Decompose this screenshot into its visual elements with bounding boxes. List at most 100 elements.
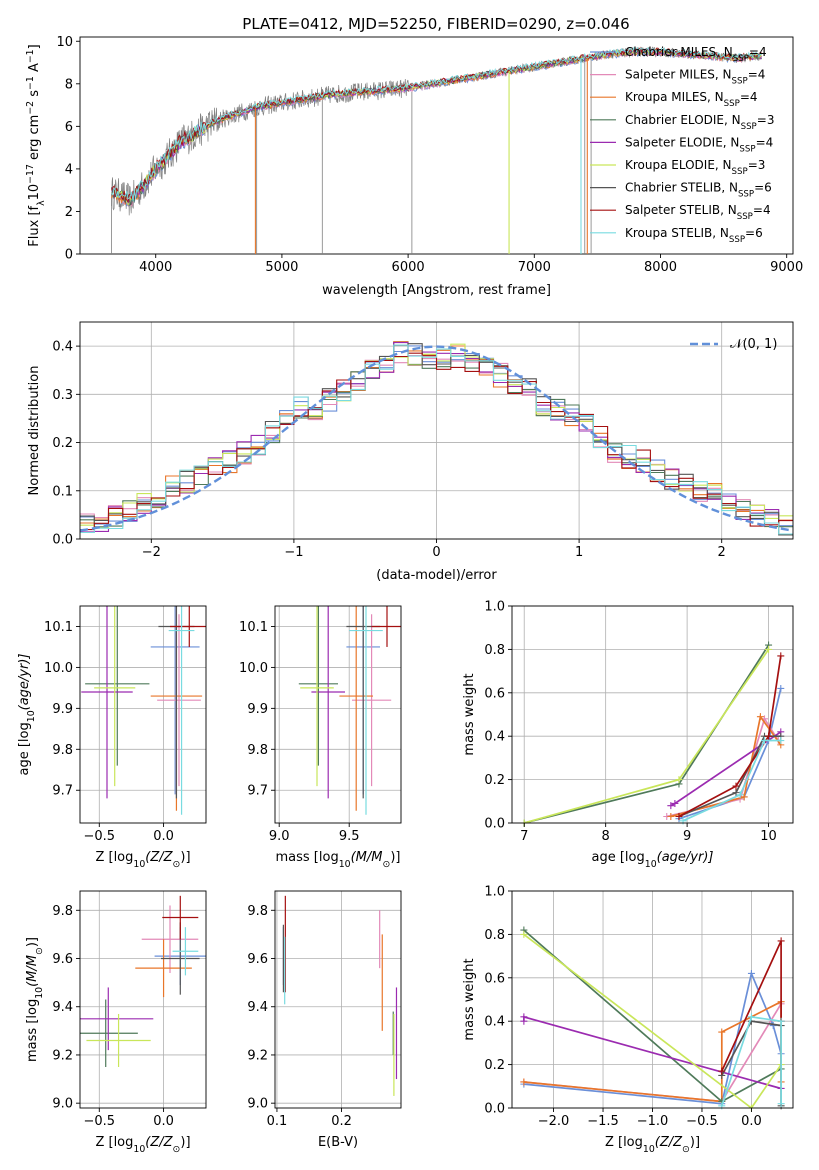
mass-weight-vs-age-marker [765, 645, 773, 653]
mass-weight-vs-Z-series-line [720, 1015, 782, 1107]
residuals-x-tick-label: 0 [432, 545, 440, 560]
age-vs-mass-y-tick-label: 10.1 [239, 620, 268, 635]
residuals-x-tick-label: 1 [575, 545, 583, 560]
mass-weight-vs-Z-x-tick-label: −1.5 [587, 1114, 619, 1129]
mass-weight-vs-Z-marker [747, 969, 755, 977]
mass-weight-vs-age-marker [765, 732, 773, 740]
legend-label: Chabrier ELODIE, NSSP=3 [625, 113, 774, 132]
spectrum-x-tick-label: 9000 [770, 260, 803, 275]
mass-weight-vs-Z-y-tick-label: 1.0 [484, 885, 505, 900]
mass-weight-vs-Z-marker [777, 937, 785, 945]
spectrum-x-tick-label: 4000 [139, 260, 172, 275]
residual-histogram-step [80, 344, 793, 535]
mass-weight-vs-Z-y-tick-label: 0.0 [484, 1102, 505, 1117]
mass-weight-vs-Z-marker [520, 1013, 528, 1021]
mass-weight-vs-age-y-label: mass weight [462, 673, 477, 755]
mass-weight-vs-age-series-line [670, 714, 782, 818]
mass-weight-vs-Z-y-tick-label: 0.4 [484, 1015, 505, 1030]
mass-vs-EBV-y-tick-label: 9.6 [247, 952, 268, 967]
age-vs-mass-y-tick-label: 9.8 [247, 743, 268, 758]
mass-weight-vs-Z-x-tick-label: −0.5 [686, 1114, 718, 1129]
mass-weight-vs-age-frame [511, 605, 794, 824]
mass-weight-vs-Z-x-tick-label: −2.0 [538, 1114, 570, 1129]
mass-weight-vs-Z-x-label: Z [log10(Z/Z⊙)] [605, 1135, 700, 1155]
mass-weight-vs-Z-marker [777, 1017, 785, 1025]
age-vs-mass-frame [274, 605, 402, 824]
residuals-axes: −2 −1 0 1 2 0.0 0.1 0.2 0.3 0.4 𝒩(0, 1) (data-model… [27, 321, 794, 583]
mass-weight-vs-age-y-tick-label: 0.0 [484, 817, 505, 832]
mass-weight-vs-Z-y-label: mass weight [462, 958, 477, 1040]
mass-weight-vs-age-x-tick-label: 7 [520, 829, 528, 844]
mass-weight-vs-age-marker [732, 782, 740, 790]
mass-vs-Z-x-label: Z [log10(Z/Z⊙)] [95, 1135, 190, 1155]
residuals-y-tick-label: 0.0 [52, 533, 73, 548]
spectrum-axes: 4000 5000 6000 7000 8000 9000 0 2 4 6 8 10 wavelengt… [25, 35, 804, 298]
legend-label: Salpeter ELODIE, NSSP=4 [625, 135, 773, 154]
legend-label: Salpeter STELIB, NSSP=4 [625, 203, 771, 222]
age-vs-Z-frame [79, 605, 207, 824]
spectrum-y-tick-label: 0 [65, 248, 73, 263]
spectrum-y-tick-label: 8 [65, 77, 73, 92]
mass-weight-vs-age-marker [667, 812, 675, 820]
mass-weight-vs-Z-marker [520, 1078, 528, 1086]
spectrum-y-label: Flux [fλ10−17 erg cm−2 s−1 A−1] [25, 44, 47, 246]
age-vs-mass-axes: 9.0 9.5 9.7 9.8 9.9 10.0 10.1 mass [log10(M/M⊙)… [239, 605, 402, 870]
age-vs-Z-x-tick-label: 0.0 [153, 829, 174, 844]
mass-weight-vs-Z-y-tick-label: 0.2 [484, 1058, 505, 1073]
mass-weight-vs-age-x-tick-label: 10 [760, 829, 777, 844]
mass-weight-vs-Z-marker [520, 930, 528, 938]
mass-weight-vs-age-x-tick-label: 8 [602, 829, 610, 844]
mass-vs-Z-y-tick-label: 9.2 [52, 1048, 73, 1063]
mass-weight-vs-age-y-tick-label: 0.2 [484, 773, 505, 788]
age-vs-mass-y-tick-label: 10.0 [239, 661, 268, 676]
mass-weight-vs-Z-marker [718, 1028, 726, 1036]
mass-weight-vs-age-marker [732, 789, 740, 797]
mass-weight-vs-age-marker [756, 713, 764, 721]
mass-weight-vs-age-y-tick-label: 1.0 [484, 600, 505, 615]
spectrum-x-tick-label: 8000 [644, 260, 677, 275]
mass-weight-vs-age-series-line [682, 739, 781, 822]
legend-label: Kroupa ELODIE, NSSP=3 [625, 158, 765, 177]
legend-label: Kroupa MILES, NSSP=4 [625, 90, 758, 109]
mass-weight-vs-Z-marker [747, 1013, 755, 1021]
spectrum-y-tick-label: 10 [56, 35, 73, 50]
residuals-y-label: Normed distribution [27, 366, 42, 496]
model-fit-line [111, 46, 762, 202]
mass-weight-vs-age-marker [760, 737, 768, 745]
mass-weight-vs-Z-axes: −2.0 −1.5 −1.0 −0.5 0.0 0.0 0.2 0.4 0.6 0.8 1.0 mas… [462, 885, 794, 1155]
mass-weight-vs-age-series-line [666, 716, 780, 818]
age-vs-mass-y-tick-label: 9.9 [247, 702, 268, 717]
mass-weight-vs-age-marker [671, 799, 679, 807]
mass-vs-Z-y-tick-label: 9.0 [52, 1097, 73, 1112]
spectrum-y-tick-label: 2 [65, 205, 73, 220]
mass-weight-vs-Z-x-tick-label: 0.0 [741, 1114, 762, 1129]
mass-vs-Z-frame [79, 890, 207, 1109]
mass-vs-EBV-y-tick-label: 9.2 [247, 1048, 268, 1063]
spectrum-y-tick-label: 4 [65, 162, 73, 177]
mass-vs-EBV-x-tick-label: 0.2 [331, 1114, 352, 1129]
mass-vs-Z-axes: −0.5 0.0 9.0 9.2 9.4 9.6 9.8 Z [log10(Z/Z⊙)] mas… [25, 890, 207, 1155]
mass-weight-vs-age-x-tick-label: 9 [683, 829, 691, 844]
legend-label: Salpeter MILES, NSSP=4 [625, 68, 765, 87]
mass-vs-EBV-frame [274, 890, 402, 1109]
gaussian-curve [80, 345, 791, 532]
mass-weight-vs-age-marker [675, 776, 683, 784]
residuals-x-tick-label: −2 [142, 545, 161, 560]
spectrum-frame [79, 36, 794, 255]
mass-weight-vs-Z-x-tick-label: −1.0 [637, 1114, 669, 1129]
mass-vs-EBV-y-tick-label: 9.0 [247, 1097, 268, 1112]
residuals-y-tick-label: 0.1 [52, 484, 73, 499]
age-vs-mass-x-tick-label: 9.5 [339, 829, 360, 844]
mass-vs-EBV-y-tick-label: 9.8 [247, 904, 268, 919]
mass-vs-Z-y-label: mass [log10(M/M⊙)] [25, 937, 45, 1062]
age-vs-Z-y-tick-label: 9.9 [52, 702, 73, 717]
age-vs-mass-y-tick-label: 9.7 [247, 784, 268, 799]
legend-label: Chabrier MILES, NSSP=4 [625, 45, 767, 64]
age-vs-Z-y-tick-label: 9.7 [52, 784, 73, 799]
residuals-x-tick-label: 2 [718, 545, 726, 560]
legend-label: Kroupa STELIB, NSSP=6 [625, 226, 763, 245]
age-vs-Z-x-tick-label: −0.5 [83, 829, 115, 844]
mass-vs-EBV-y-tick-label: 9.4 [247, 1000, 268, 1015]
mass-vs-Z-x-tick-label: 0.0 [153, 1114, 174, 1129]
